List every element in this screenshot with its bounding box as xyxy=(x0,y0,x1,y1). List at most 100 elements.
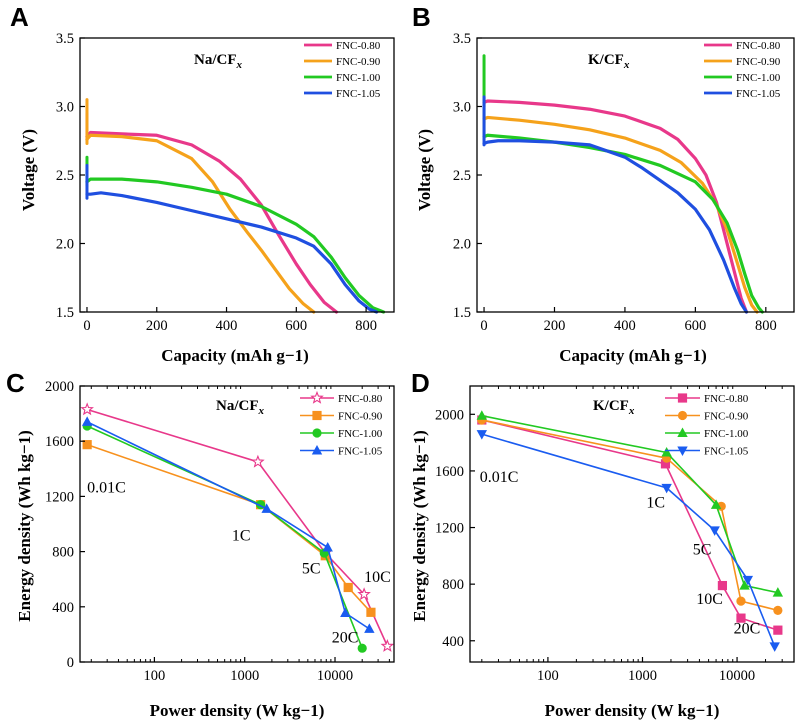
x-tick-label: 600 xyxy=(285,318,307,334)
series-fnc-1.05 xyxy=(85,163,379,314)
series-line xyxy=(85,191,379,314)
legend-label: FNC-0.80 xyxy=(736,40,781,52)
legend-marker xyxy=(677,393,688,403)
legend-marker xyxy=(310,390,324,404)
series-group xyxy=(80,402,395,653)
data-point xyxy=(80,402,94,416)
legend-label: FNC-1.00 xyxy=(338,428,383,440)
rate-label: 1C xyxy=(646,495,665,512)
x-tick-label: 0 xyxy=(480,318,487,334)
legend-marker xyxy=(677,410,688,421)
y-tick-label: 2.0 xyxy=(453,237,471,253)
x-axis-title: Capacity (mAh g−1) xyxy=(161,346,309,365)
data-point xyxy=(322,541,333,552)
x-tick-label: 0 xyxy=(83,318,90,334)
panel-letter: B xyxy=(412,2,431,32)
y-tick-label: 2000 xyxy=(45,379,74,395)
annotation-main: Na/CF xyxy=(194,52,237,68)
y-axis-title: Voltage (V) xyxy=(19,129,38,211)
x-axis-title: Capacity (mAh g−1) xyxy=(559,346,707,365)
series-line xyxy=(86,443,372,614)
y-tick-label: 3.5 xyxy=(453,31,471,47)
data-point xyxy=(661,447,672,457)
series-fnc-1.05 xyxy=(476,430,780,652)
rate-label: 0.01C xyxy=(87,479,126,496)
data-point xyxy=(357,587,371,601)
x-tick-label: 100 xyxy=(144,668,166,684)
panel-letter: D xyxy=(411,368,430,398)
legend-marker xyxy=(312,428,322,438)
y-tick-label: 2.0 xyxy=(56,237,74,253)
panel-a: A 1.5 2.0 2.5 3.0 3.5 0 200 400 600 800 Capacity (m… xyxy=(10,2,395,365)
x-tick-label: 200 xyxy=(544,318,566,334)
x-axis-title: Power density (W kg−1) xyxy=(150,701,325,720)
y-tick-label: 2.5 xyxy=(56,168,74,184)
data-point xyxy=(340,607,351,618)
annotation-main: K/CF xyxy=(588,52,624,68)
data-point xyxy=(81,416,93,426)
y-tick-label: 800 xyxy=(442,577,464,593)
legend-marker xyxy=(311,445,323,455)
legend-marker xyxy=(312,410,322,421)
legend-label: FNC-0.90 xyxy=(338,411,383,423)
series-fnc-1.00 xyxy=(476,410,784,597)
y-tick-label: 1.5 xyxy=(453,305,471,321)
series-line xyxy=(482,115,759,314)
x-axis-title: Power density (W kg−1) xyxy=(545,701,720,720)
rate-label: 20C xyxy=(332,630,359,647)
series-fnc-1.00 xyxy=(85,155,386,314)
rate-label: 10C xyxy=(696,591,723,608)
y-tick-label: 0 xyxy=(67,655,74,671)
annotation-subscript: x xyxy=(623,59,630,71)
panel-letter: C xyxy=(6,368,25,398)
series-fnc-0.80 xyxy=(482,95,749,314)
series-group xyxy=(482,54,764,314)
y-tick-label: 2.5 xyxy=(453,168,471,184)
legend-label: FNC-0.90 xyxy=(736,56,781,68)
series-fnc-0.80 xyxy=(85,111,339,314)
series-line xyxy=(482,139,749,314)
annotation-subscript: x xyxy=(236,59,243,71)
data-point xyxy=(773,605,783,615)
annotation-subscript: x xyxy=(258,405,265,417)
legend-label: FNC-0.80 xyxy=(704,393,749,405)
y-tick-label: 400 xyxy=(52,600,74,616)
legend-label: FNC-0.90 xyxy=(336,56,381,68)
legend-label: FNC-0.90 xyxy=(704,411,749,423)
data-point xyxy=(772,587,784,597)
plot-frame xyxy=(79,385,395,663)
series-line xyxy=(85,177,386,314)
series-line xyxy=(85,130,339,314)
y-tick-label: 1200 xyxy=(45,489,74,505)
y-tick-label: 1200 xyxy=(435,521,464,537)
legend-label: FNC-1.00 xyxy=(736,72,781,84)
chemistry-annotation: K/CFx xyxy=(588,52,630,71)
legend-label: FNC-0.80 xyxy=(336,40,381,52)
legend-marker xyxy=(677,427,688,437)
data-point xyxy=(769,642,780,652)
data-point xyxy=(736,613,746,623)
data-point xyxy=(773,625,783,635)
annotation-main: Na/CF xyxy=(216,398,259,414)
x-tick-label: 600 xyxy=(685,318,707,334)
rate-label: 5C xyxy=(693,541,712,558)
y-axis-title: Energy density (Wh kg−1) xyxy=(15,430,34,622)
series-line xyxy=(86,425,364,650)
legend-label: FNC-1.00 xyxy=(336,72,381,84)
legend-label: FNC-1.05 xyxy=(338,446,383,458)
legend: FNC-0.80 FNC-0.90 FNC-1.00 FNC-1.05 xyxy=(300,390,383,458)
legend-label: FNC-1.05 xyxy=(336,88,381,100)
series-group xyxy=(476,410,784,652)
series-fnc-1.05 xyxy=(81,416,375,633)
chemistry-annotation: K/CFx xyxy=(593,398,635,417)
data-point xyxy=(366,607,376,617)
legend-label: FNC-1.05 xyxy=(704,446,749,458)
x-tick-label: 800 xyxy=(355,318,377,334)
x-tick-label: 200 xyxy=(146,318,168,334)
legend-label: FNC-1.05 xyxy=(736,88,781,100)
series-fnc-0.90 xyxy=(482,114,759,314)
data-point xyxy=(742,575,754,586)
rate-label: 20C xyxy=(734,621,761,638)
chemistry-annotation: Na/CFx xyxy=(216,398,265,417)
data-point xyxy=(660,459,671,469)
